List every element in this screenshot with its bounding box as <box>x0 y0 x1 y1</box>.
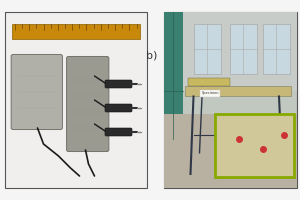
Bar <box>164 12 297 188</box>
Bar <box>164 12 183 139</box>
Polygon shape <box>184 86 291 96</box>
FancyBboxPatch shape <box>105 128 132 136</box>
Bar <box>262 24 290 74</box>
Bar <box>230 24 256 74</box>
Polygon shape <box>214 114 294 177</box>
FancyBboxPatch shape <box>11 54 62 130</box>
Bar <box>194 24 220 74</box>
Text: b): b) <box>146 51 157 61</box>
FancyBboxPatch shape <box>105 104 132 112</box>
Bar <box>188 78 230 86</box>
Text: Specimen: Specimen <box>201 91 219 95</box>
Bar <box>183 12 297 91</box>
FancyBboxPatch shape <box>105 80 132 88</box>
Bar <box>12 24 140 39</box>
Bar <box>164 114 297 188</box>
Bar <box>4 12 147 188</box>
FancyBboxPatch shape <box>67 56 109 152</box>
